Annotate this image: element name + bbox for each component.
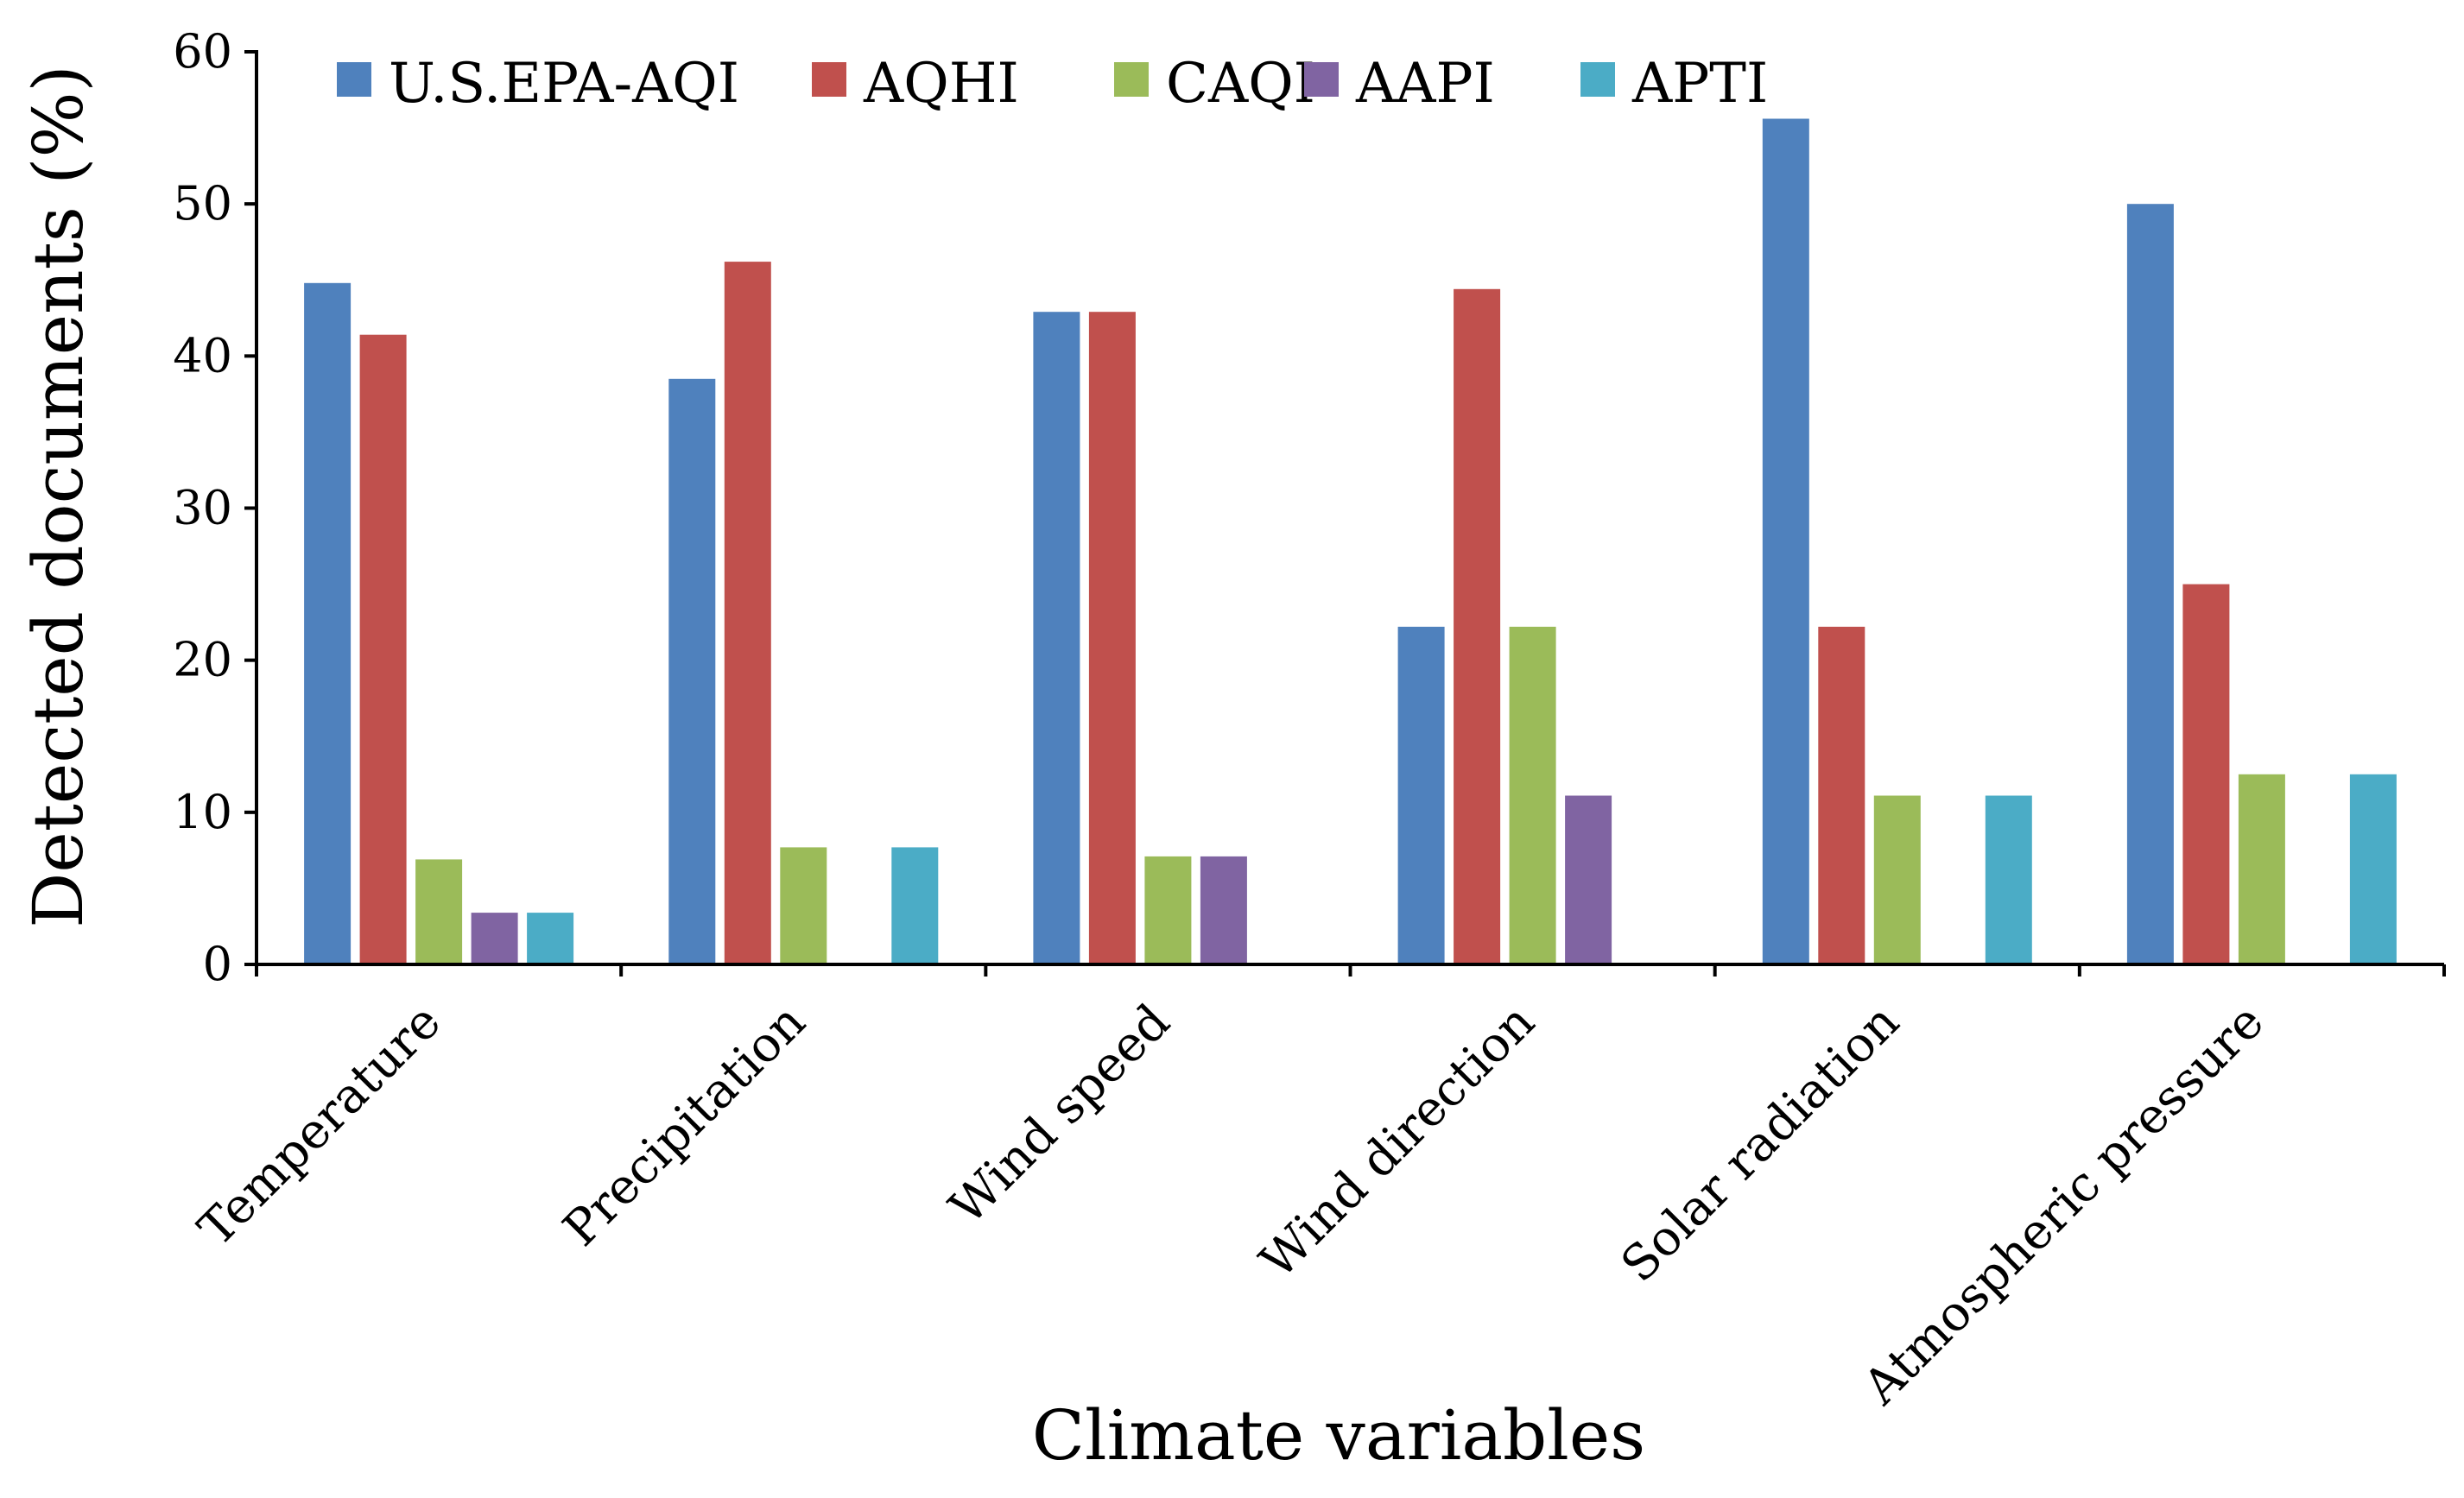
y-tick-label: 0 bbox=[203, 937, 232, 991]
bar bbox=[471, 913, 518, 964]
legend-swatch bbox=[1304, 62, 1339, 97]
bar bbox=[2349, 774, 2397, 964]
y-tick-label: 10 bbox=[173, 785, 232, 839]
bar bbox=[891, 847, 939, 964]
legend-label: CAQI bbox=[1166, 52, 1315, 116]
legend-item: U.S.EPA-AQI bbox=[337, 52, 739, 116]
legend-label: U.S.EPA-AQI bbox=[389, 52, 739, 116]
x-tick-label: Atmospheric pressure bbox=[1853, 994, 2275, 1416]
bar bbox=[1818, 626, 1865, 964]
y-tick-label: 30 bbox=[173, 481, 232, 535]
y-axis-title: Detected documents (%) bbox=[18, 65, 98, 927]
bar bbox=[724, 262, 771, 965]
bar bbox=[2126, 204, 2174, 964]
bar bbox=[1454, 288, 1501, 964]
bar bbox=[304, 282, 352, 964]
legend-swatch bbox=[337, 62, 371, 97]
axes-group: 0 10 20 30 40 50 60 Temperature Precipitation Win… bbox=[173, 24, 2446, 1416]
legend-item: APTI bbox=[1580, 52, 1768, 116]
bar bbox=[1144, 856, 1192, 964]
bar bbox=[1200, 856, 1247, 964]
legend-label: APTI bbox=[1631, 52, 1768, 116]
x-tick-label: Temperature bbox=[188, 994, 452, 1257]
bar bbox=[1397, 626, 1445, 964]
x-tick-label: Precipitation bbox=[553, 994, 816, 1257]
bar bbox=[527, 913, 574, 964]
x-tick-label: Wind speed bbox=[939, 994, 1181, 1236]
bars-group bbox=[304, 118, 2397, 965]
legend-swatch bbox=[1114, 62, 1149, 97]
legend-item: AQHI bbox=[812, 52, 1019, 116]
legend-label: AQHI bbox=[863, 52, 1019, 116]
bar bbox=[415, 859, 463, 964]
bar bbox=[1985, 795, 2032, 964]
legend-item: AAPI bbox=[1304, 52, 1495, 116]
legend-label: AAPI bbox=[1355, 52, 1495, 116]
bar bbox=[1509, 626, 1556, 964]
bar bbox=[1565, 795, 1612, 964]
bar bbox=[359, 334, 407, 964]
y-tick-label: 60 bbox=[173, 24, 232, 79]
x-tick-label: Solar radiation bbox=[1611, 994, 1910, 1293]
legend-swatch bbox=[1580, 62, 1615, 97]
bar bbox=[2182, 584, 2230, 964]
legend-swatch bbox=[812, 62, 846, 97]
y-tick-label: 50 bbox=[173, 176, 232, 231]
bar bbox=[668, 378, 716, 964]
bar bbox=[1033, 312, 1080, 964]
bar bbox=[780, 847, 827, 964]
x-axis-title: Climate variables bbox=[1032, 1395, 1645, 1476]
bar bbox=[1873, 795, 1921, 964]
x-tick-label: Wind direction bbox=[1250, 994, 1546, 1290]
bar bbox=[2238, 774, 2285, 964]
legend-item: CAQI bbox=[1114, 52, 1315, 116]
y-tick-label: 20 bbox=[173, 633, 232, 687]
y-tick-label: 40 bbox=[173, 328, 232, 382]
bar bbox=[1762, 118, 1809, 964]
bar bbox=[1088, 312, 1136, 964]
legend: U.S.EPA-AQI AQHI CAQI AAPI APTI bbox=[337, 52, 1768, 116]
